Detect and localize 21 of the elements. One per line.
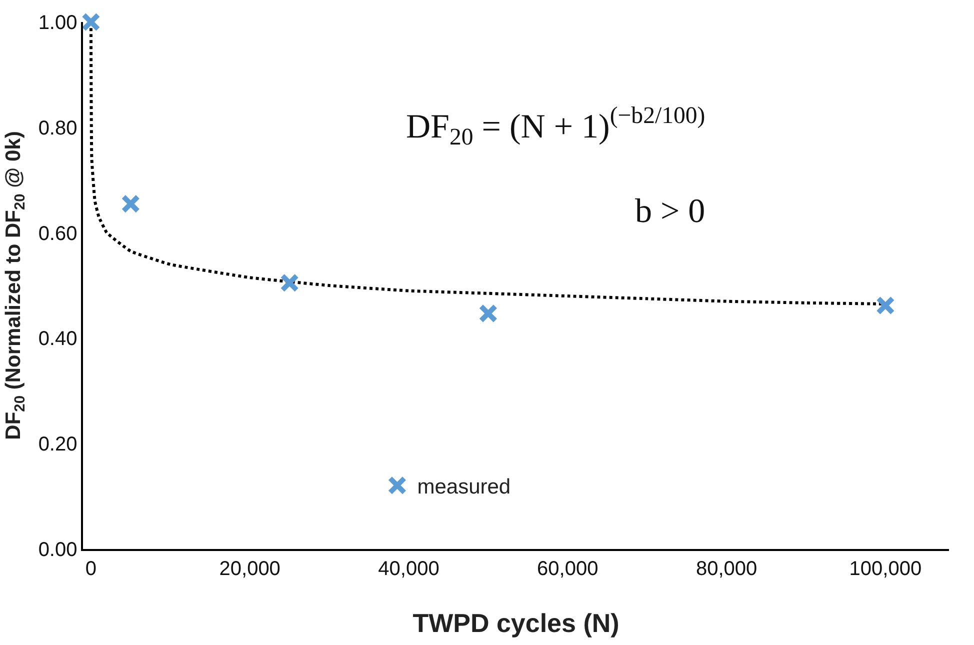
point <box>81 12 100 32</box>
point <box>121 194 140 214</box>
point <box>876 296 895 316</box>
y-tick-label: 0.20 <box>38 434 78 456</box>
y-tick-label: 0.80 <box>38 117 78 140</box>
x-tick-label: 20,000 <box>219 558 280 580</box>
point <box>478 304 498 323</box>
y-tick-label: 0.40 <box>38 328 78 350</box>
legend-label: measured <box>417 476 511 499</box>
x-tick-label: 0 <box>85 558 97 580</box>
x-tick-label: 40,000 <box>378 558 440 580</box>
point <box>280 273 300 292</box>
annotation: DF$_{20}$ = (N + 1)$^{(−b2/100)}$ <box>406 103 706 150</box>
x-tick-label: 100,000 <box>849 558 922 580</box>
x-tick-label: 60,000 <box>537 558 598 580</box>
y-tick-label: 0.60 <box>38 222 78 245</box>
y-tick-label: 0.00 <box>38 539 78 561</box>
x-axis-title: TWPD cycles (N) <box>412 608 620 638</box>
y-tick-label: 1.00 <box>38 12 78 34</box>
annotation: b > 0 <box>635 193 706 230</box>
x-tick-label: 80,000 <box>696 558 758 580</box>
